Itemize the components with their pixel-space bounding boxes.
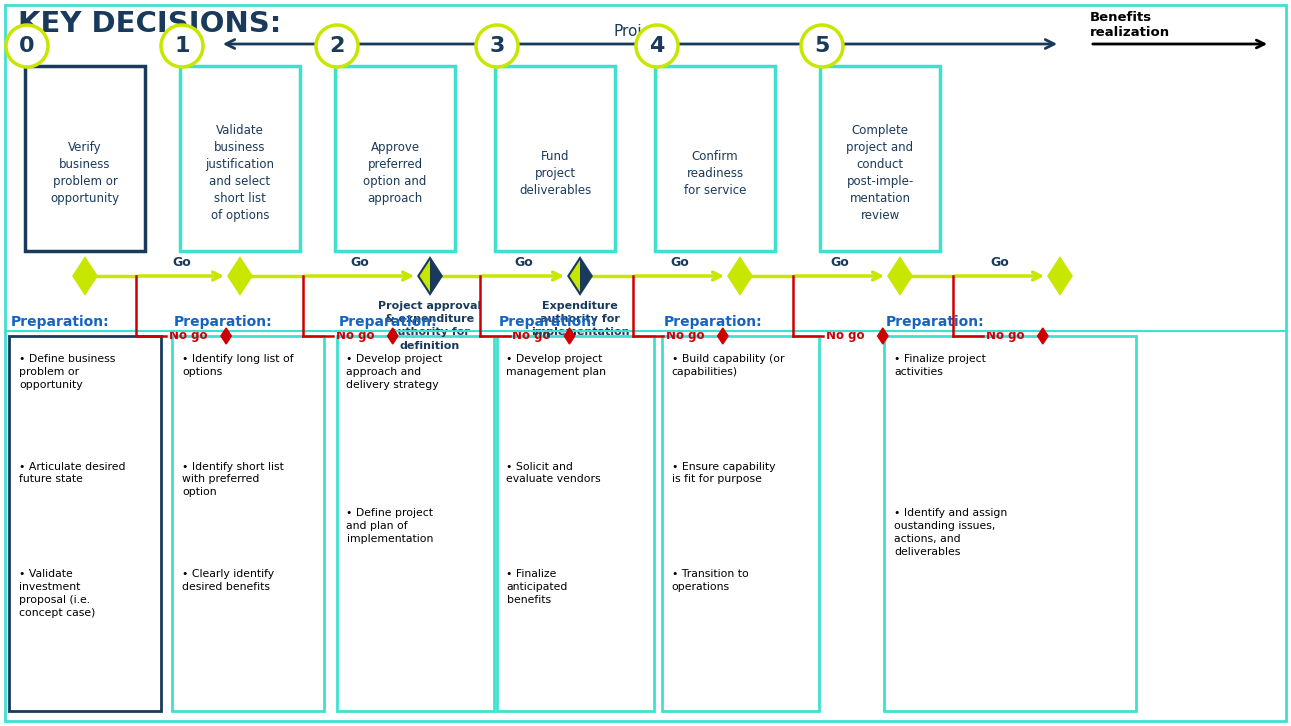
- Polygon shape: [878, 328, 888, 344]
- Text: Preparation:: Preparation:: [886, 315, 985, 329]
- Text: Confirm
readiness
for service: Confirm readiness for service: [684, 150, 746, 197]
- Text: Go: Go: [990, 256, 1010, 269]
- Text: • Finalize
anticipated
benefits: • Finalize anticipated benefits: [506, 569, 568, 605]
- Text: Approve
preferred
option and
approach: Approve preferred option and approach: [363, 142, 427, 205]
- Polygon shape: [74, 258, 97, 294]
- Text: Fund
project
deliverables: Fund project deliverables: [519, 150, 591, 197]
- Text: • Finalize project
activities: • Finalize project activities: [893, 354, 986, 377]
- Text: • Develop project
approach and
delivery strategy: • Develop project approach and delivery …: [346, 354, 443, 390]
- Text: • Clearly identify
desired benefits: • Clearly identify desired benefits: [182, 569, 274, 592]
- Text: No go: No go: [169, 330, 208, 343]
- FancyBboxPatch shape: [172, 336, 324, 711]
- FancyBboxPatch shape: [497, 336, 653, 711]
- Text: • Identify short list
with preferred
option: • Identify short list with preferred opt…: [182, 462, 284, 497]
- Text: • Transition to
operations: • Transition to operations: [671, 569, 749, 592]
- FancyBboxPatch shape: [179, 66, 300, 251]
- Text: Preparation:: Preparation:: [338, 315, 438, 329]
- Circle shape: [800, 25, 843, 67]
- Polygon shape: [229, 258, 252, 294]
- Polygon shape: [387, 328, 398, 344]
- Text: Project: Project: [613, 24, 666, 39]
- Text: Go: Go: [830, 256, 849, 269]
- Text: 4: 4: [649, 36, 665, 56]
- Text: No go: No go: [986, 330, 1024, 343]
- Polygon shape: [1048, 258, 1072, 294]
- Text: • Define business
problem or
opportunity: • Define business problem or opportunity: [19, 354, 115, 390]
- Text: Verify
business
problem or
opportunity: Verify business problem or opportunity: [50, 142, 120, 205]
- Text: 2: 2: [329, 36, 345, 56]
- Polygon shape: [718, 328, 728, 344]
- Polygon shape: [430, 258, 442, 294]
- Circle shape: [636, 25, 678, 67]
- Text: • Articulate desired
future state: • Articulate desired future state: [19, 462, 125, 484]
- Polygon shape: [728, 258, 751, 294]
- Text: 0: 0: [19, 36, 35, 56]
- Text: Preparation:: Preparation:: [498, 315, 598, 329]
- Circle shape: [476, 25, 518, 67]
- FancyBboxPatch shape: [25, 66, 145, 251]
- FancyBboxPatch shape: [820, 66, 940, 251]
- Text: Preparation:: Preparation:: [174, 315, 272, 329]
- Text: • Define project
and plan of
implementation: • Define project and plan of implementat…: [346, 508, 434, 544]
- Text: Validate
business
justification
and select
short list
of options: Validate business justification and sele…: [205, 124, 275, 222]
- Polygon shape: [221, 328, 231, 344]
- Text: • Build capability (or
capabilities): • Build capability (or capabilities): [671, 354, 784, 377]
- Text: Go: Go: [514, 256, 533, 269]
- Polygon shape: [418, 258, 430, 294]
- Text: No go: No go: [336, 330, 374, 343]
- Text: Preparation:: Preparation:: [664, 315, 762, 329]
- Text: 1: 1: [174, 36, 190, 56]
- FancyBboxPatch shape: [334, 66, 454, 251]
- Circle shape: [6, 25, 48, 67]
- FancyBboxPatch shape: [655, 66, 775, 251]
- Text: 5: 5: [815, 36, 830, 56]
- FancyBboxPatch shape: [5, 5, 1286, 721]
- Text: Go: Go: [350, 256, 369, 269]
- Text: No go: No go: [513, 330, 551, 343]
- FancyBboxPatch shape: [337, 336, 493, 711]
- Text: Go: Go: [670, 256, 689, 269]
- Text: • Identify long list of
options: • Identify long list of options: [182, 354, 293, 377]
- Text: • Validate
investment
proposal (i.e.
concept case): • Validate investment proposal (i.e. con…: [19, 569, 96, 618]
- Text: KEY DECISIONS:: KEY DECISIONS:: [18, 10, 281, 38]
- Polygon shape: [568, 258, 580, 294]
- Text: No go: No go: [826, 330, 864, 343]
- Text: Project approval
& expenditure
authority for
definition: Project approval & expenditure authority…: [378, 301, 482, 351]
- Text: • Develop project
management plan: • Develop project management plan: [506, 354, 607, 377]
- Text: • Identify and assign
oustanding issues,
actions, and
deliverables: • Identify and assign oustanding issues,…: [893, 508, 1007, 557]
- FancyBboxPatch shape: [661, 336, 818, 711]
- Circle shape: [161, 25, 203, 67]
- Polygon shape: [888, 258, 911, 294]
- Text: Preparation:: Preparation:: [12, 315, 110, 329]
- FancyBboxPatch shape: [9, 336, 161, 711]
- Text: Go: Go: [172, 256, 191, 269]
- Text: • Ensure capability
is fit for purpose: • Ensure capability is fit for purpose: [671, 462, 775, 484]
- Text: No go: No go: [666, 330, 705, 343]
- Text: 3: 3: [489, 36, 505, 56]
- Text: Benefits
realization: Benefits realization: [1090, 11, 1170, 39]
- FancyBboxPatch shape: [884, 336, 1136, 711]
- Polygon shape: [580, 258, 591, 294]
- Text: • Solicit and
evaluate vendors: • Solicit and evaluate vendors: [506, 462, 602, 484]
- Polygon shape: [564, 328, 574, 344]
- Circle shape: [316, 25, 358, 67]
- Text: Complete
project and
conduct
post-imple-
mentation
review: Complete project and conduct post-imple-…: [847, 124, 914, 222]
- FancyBboxPatch shape: [494, 66, 615, 251]
- Polygon shape: [1038, 328, 1048, 344]
- Text: Expenditure
authority for
implementation: Expenditure authority for implementation: [531, 301, 629, 338]
